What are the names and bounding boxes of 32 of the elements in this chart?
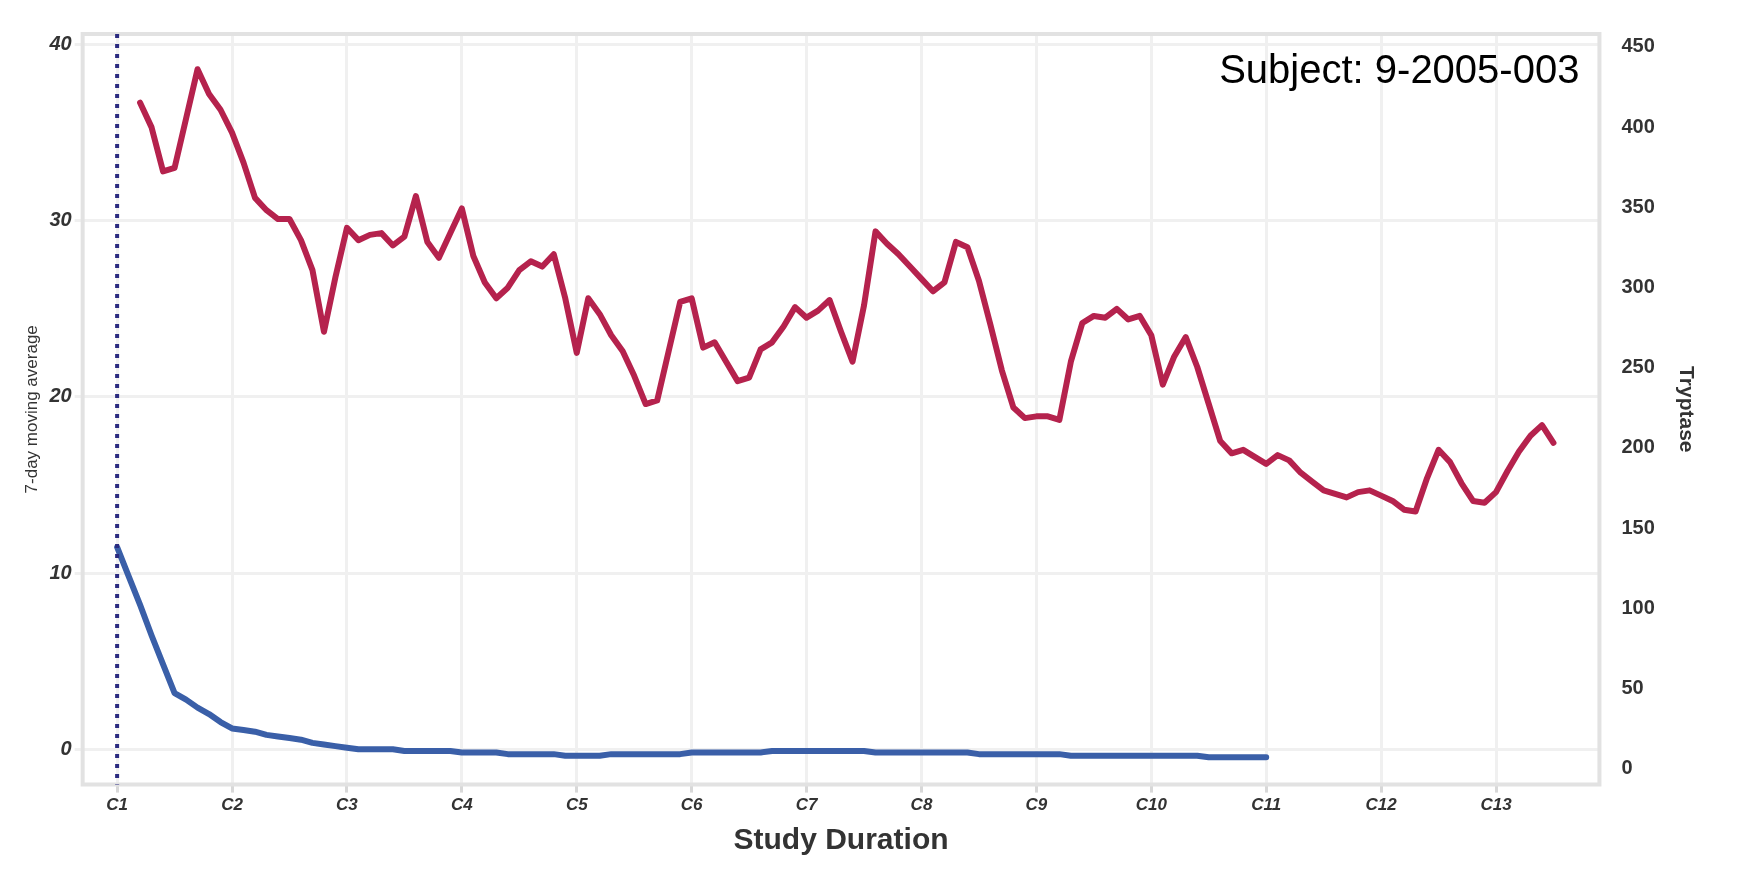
y-axis-title: 7-day moving average xyxy=(21,325,41,494)
y2-tick-label: 350 xyxy=(1621,194,1655,217)
y-tick-label: 10 xyxy=(49,560,72,583)
y2-tick-label: 200 xyxy=(1621,435,1655,458)
y2-tick-label: 450 xyxy=(1621,34,1655,57)
x-tick-label: C10 xyxy=(1135,795,1168,815)
x-tick-label: C4 xyxy=(450,795,474,815)
x-tick-label: C11 xyxy=(1251,795,1282,815)
y-tick-label: 40 xyxy=(48,32,72,55)
y2-tick-label: 250 xyxy=(1621,355,1655,378)
y2-tick-label: 400 xyxy=(1621,114,1655,137)
x-tick-label: C3 xyxy=(336,795,359,815)
x-axis-title: Study Duration xyxy=(733,822,949,856)
x-tick-label: C1 xyxy=(106,795,128,815)
y-tick-label: 0 xyxy=(60,736,72,759)
x-tick-label: C5 xyxy=(565,795,589,815)
y2-tick-label: 300 xyxy=(1621,274,1655,297)
x-tick-label: C13 xyxy=(1480,795,1513,815)
y-tick-label: 20 xyxy=(48,384,72,407)
annotation: Subject: 9-2005-003 xyxy=(1219,47,1580,92)
y2-tick-label: 0 xyxy=(1621,756,1633,779)
x-tick-label: C6 xyxy=(680,795,704,815)
y2-tick-label: 150 xyxy=(1621,515,1655,538)
x-tick-label: C8 xyxy=(910,795,933,815)
x-tick-label: C2 xyxy=(221,795,244,815)
y2-tick-label: 50 xyxy=(1621,675,1644,698)
y2-axis-title: Tryptase xyxy=(1675,366,1699,453)
y2-tick-label: 100 xyxy=(1621,595,1655,618)
x-tick-label: C12 xyxy=(1365,795,1398,815)
y-tick-label: 30 xyxy=(49,208,72,231)
x-tick-label: C7 xyxy=(795,795,819,815)
x-tick-label: C9 xyxy=(1025,795,1048,815)
